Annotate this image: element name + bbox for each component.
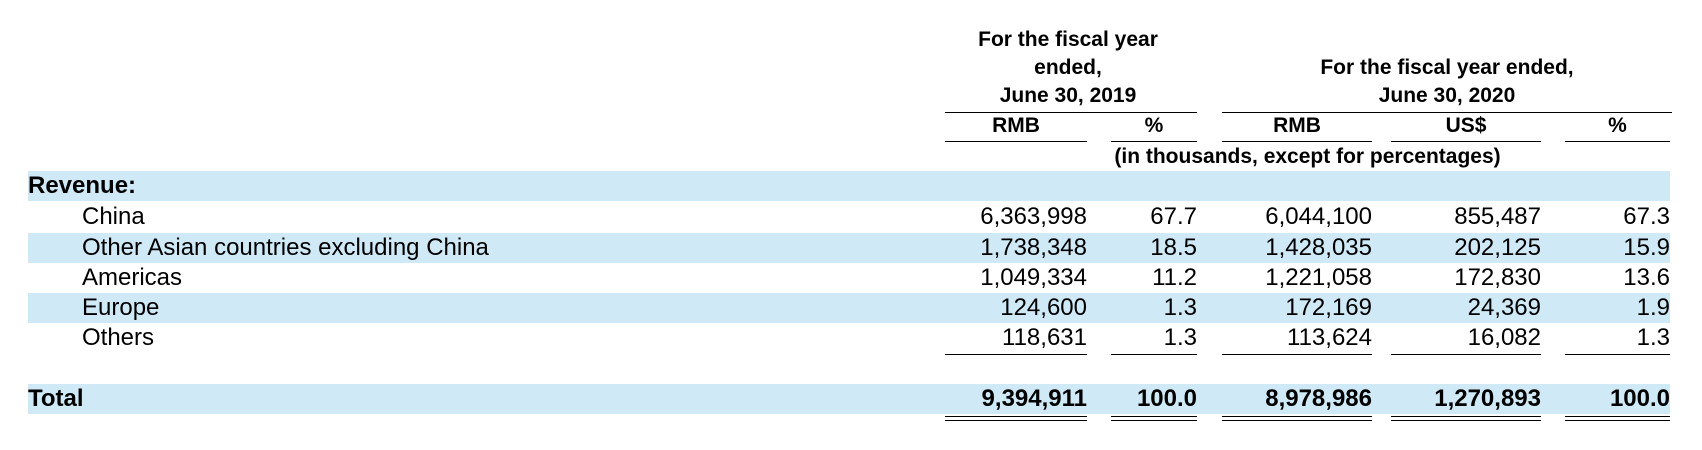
col-header-pct-2020: % <box>1608 114 1627 137</box>
fy2019-header-rule <box>945 112 1197 113</box>
fy2019-title-line1: For the fiscal year <box>978 28 1158 51</box>
subtotal-rule-rmb-2020 <box>1222 354 1372 355</box>
total-rule-pct-2019-a <box>1111 416 1197 417</box>
row-label: Europe <box>82 294 160 321</box>
total-usd-2020: 1,270,893 <box>1434 385 1541 412</box>
cell-rmb-2019: 124,600 <box>1000 294 1087 321</box>
row-label: China <box>82 203 145 230</box>
fy2019-title-line2: ended, <box>1034 56 1102 79</box>
cell-usd-2020: 202,125 <box>1454 234 1541 261</box>
cell-pct-2020: 1.3 <box>1636 324 1670 351</box>
cell-rmb-2020: 172,169 <box>1285 294 1372 321</box>
cell-rmb-2020: 6,044,100 <box>1265 203 1372 230</box>
cell-pct-2020: 1.9 <box>1636 294 1670 321</box>
cell-usd-2020: 24,369 <box>1467 294 1541 321</box>
total-rule-usd-2020-a <box>1391 416 1541 417</box>
col-header-rmb-2020: RMB <box>1273 114 1321 137</box>
col-header-usd-2020: US$ <box>1445 114 1487 137</box>
total-rmb-2020: 8,978,986 <box>1265 385 1372 412</box>
fy2020-title-line1: For the fiscal year ended, <box>1320 56 1574 79</box>
fy2020-title-line2: June 30, 2020 <box>1378 84 1516 107</box>
col-rule-rmb-2019 <box>945 141 1087 142</box>
total-pct-2019: 100.0 <box>1136 385 1197 412</box>
fy2020-header-rule <box>1222 112 1672 113</box>
cell-pct-2019: 67.7 <box>1150 203 1197 230</box>
total-rule-rmb-2020-b <box>1222 420 1372 421</box>
cell-pct-2020: 67.3 <box>1623 203 1670 230</box>
col-header-rmb-2019: RMB <box>992 114 1040 137</box>
total-rule-pct-2020-b <box>1565 420 1670 421</box>
col-rule-usd-2020 <box>1391 141 1541 142</box>
total-label: Total <box>28 385 84 412</box>
band-total <box>28 384 1670 414</box>
subtotal-rule-pct-2019 <box>1111 354 1197 355</box>
col-rule-pct-2020 <box>1565 141 1670 142</box>
total-rule-pct-2019-b <box>1111 420 1197 421</box>
cell-usd-2020: 172,830 <box>1454 264 1541 291</box>
subtotal-rule-pct-2020 <box>1565 354 1670 355</box>
row-label: Other Asian countries excluding China <box>82 234 489 261</box>
col-rule-rmb-2020 <box>1222 141 1372 142</box>
cell-rmb-2019: 118,631 <box>1002 324 1087 351</box>
cell-rmb-2019: 1,738,348 <box>980 234 1087 261</box>
total-rmb-2019: 9,394,911 <box>981 385 1087 412</box>
cell-rmb-2019: 6,363,998 <box>980 203 1087 230</box>
cell-pct-2019: 1.3 <box>1163 294 1197 321</box>
section-label-revenue: Revenue: <box>28 172 137 199</box>
cell-usd-2020: 16,082 <box>1467 324 1541 351</box>
col-rule-pct-2019 <box>1111 141 1197 142</box>
total-rule-pct-2020-a <box>1565 416 1670 417</box>
units-note: (in thousands, except for percentages) <box>1114 145 1501 168</box>
fy2019-title-line3: June 30, 2019 <box>999 84 1137 107</box>
subtotal-rule-usd-2020 <box>1391 354 1541 355</box>
cell-pct-2019: 11.2 <box>1152 264 1197 291</box>
total-rule-usd-2020-b <box>1391 420 1541 421</box>
row-label: Americas <box>82 264 183 291</box>
cell-pct-2020: 13.6 <box>1623 264 1670 291</box>
cell-rmb-2020: 113,624 <box>1287 324 1372 351</box>
cell-rmb-2020: 1,428,035 <box>1265 234 1372 261</box>
cell-rmb-2019: 1,049,334 <box>980 264 1087 291</box>
total-rule-rmb-2019-a <box>945 416 1087 417</box>
cell-pct-2019: 1.3 <box>1163 324 1197 351</box>
total-rule-rmb-2019-b <box>945 420 1087 421</box>
band-asia <box>28 233 1670 263</box>
cell-rmb-2020: 1,221,058 <box>1265 264 1372 291</box>
subtotal-rule-rmb-2019 <box>945 354 1087 355</box>
cell-pct-2019: 18.5 <box>1150 234 1197 261</box>
cell-pct-2020: 15.9 <box>1623 234 1670 261</box>
band-europe <box>28 293 1670 323</box>
row-label: Others <box>82 324 155 351</box>
cell-usd-2020: 855,487 <box>1454 203 1541 230</box>
col-header-pct-2019: % <box>1144 114 1164 137</box>
band-units <box>28 171 1670 201</box>
total-rule-rmb-2020-a <box>1222 416 1372 417</box>
total-pct-2020: 100.0 <box>1609 385 1670 412</box>
